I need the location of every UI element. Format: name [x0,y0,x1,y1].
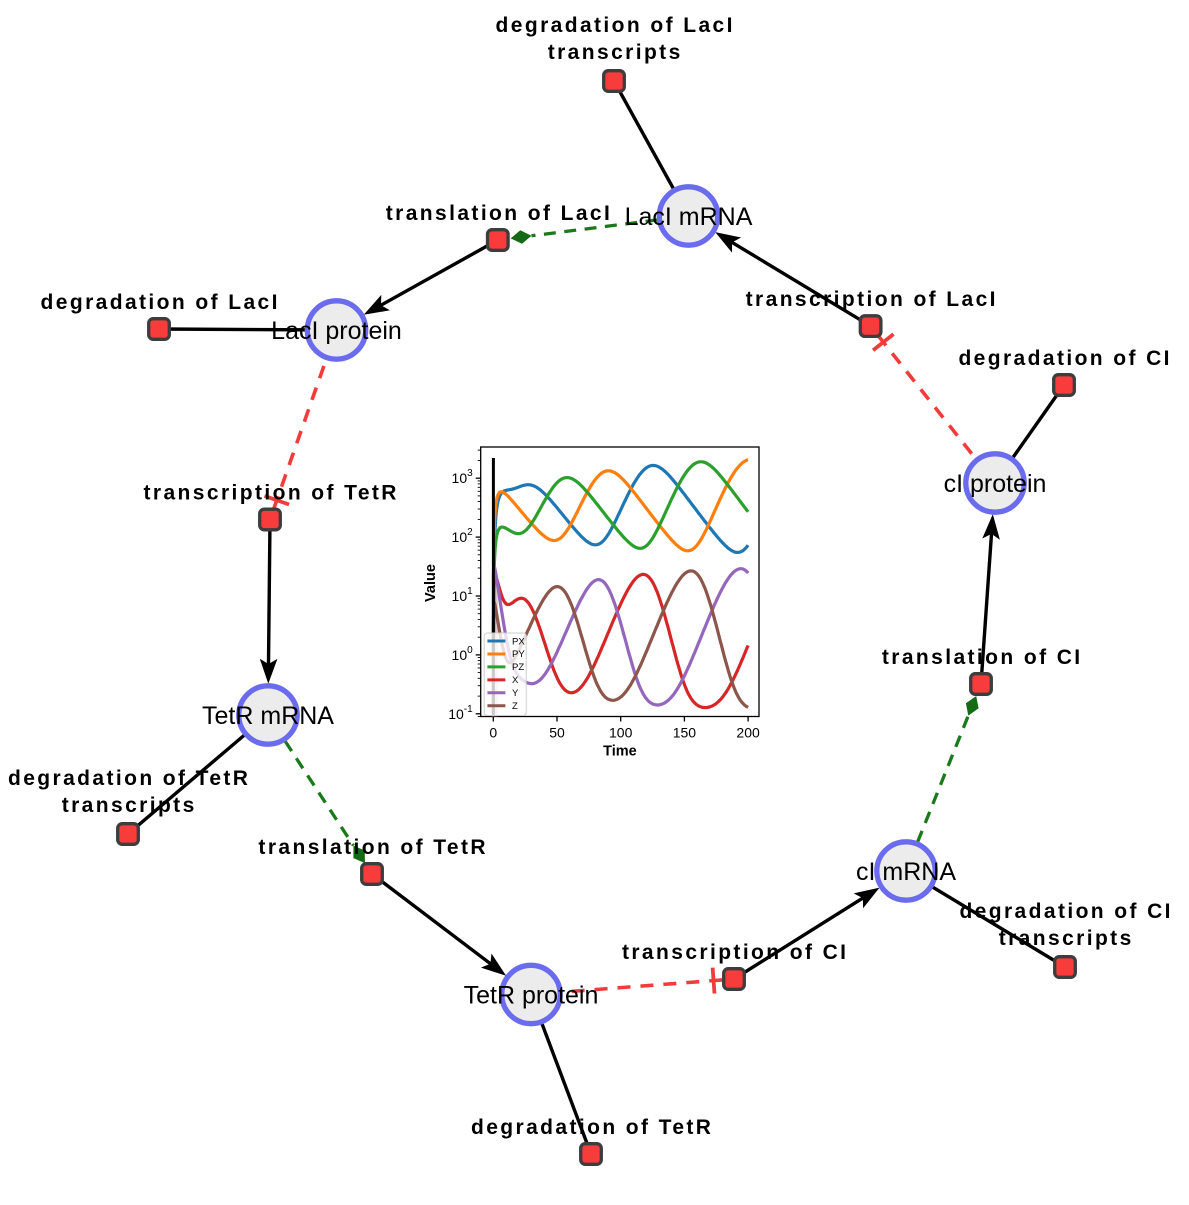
svg-text:LacI mRNA: LacI mRNA [625,203,753,231]
svg-text:cI protein: cI protein [944,470,1047,498]
svg-text:50: 50 [549,725,565,741]
svg-text:cI mRNA: cI mRNA [856,858,956,886]
svg-text:PZ: PZ [512,662,524,673]
svg-text:transcripts: transcripts [62,794,197,817]
svg-text:degradation of CI: degradation of CI [958,347,1171,370]
svg-text:degradation of CI: degradation of CI [959,900,1172,923]
svg-text:0: 0 [489,725,497,741]
svg-text:100: 100 [609,725,633,741]
svg-text:transcripts: transcripts [999,927,1134,950]
svg-text:degradation of TetR: degradation of TetR [8,767,250,790]
svg-text:translation of CI: translation of CI [882,646,1083,669]
svg-text:200: 200 [736,725,760,741]
svg-text:LacI protein: LacI protein [271,317,402,345]
svg-text:X: X [512,675,519,686]
svg-text:TetR mRNA: TetR mRNA [202,702,334,730]
svg-text:Value: Value [423,564,439,602]
svg-text:degradation of LacI: degradation of LacI [41,291,280,314]
svg-text:transcripts: transcripts [548,41,683,64]
svg-text:transcription of TetR: transcription of TetR [144,482,399,505]
svg-text:transcription of CI: transcription of CI [622,941,848,964]
svg-text:PY: PY [512,649,525,660]
svg-text:transcription of LacI: transcription of LacI [746,288,998,311]
svg-text:TetR protein: TetR protein [464,982,599,1010]
svg-text:PX: PX [512,636,525,647]
svg-text:Y: Y [512,688,519,699]
svg-text:Time: Time [603,744,637,760]
svg-text:degradation of TetR: degradation of TetR [471,1116,713,1139]
svg-text:translation of TetR: translation of TetR [258,836,488,859]
svg-text:degradation of LacI: degradation of LacI [496,14,735,37]
svg-text:Z: Z [512,701,518,712]
svg-text:translation of LacI: translation of LacI [386,202,612,225]
svg-text:150: 150 [673,725,697,741]
